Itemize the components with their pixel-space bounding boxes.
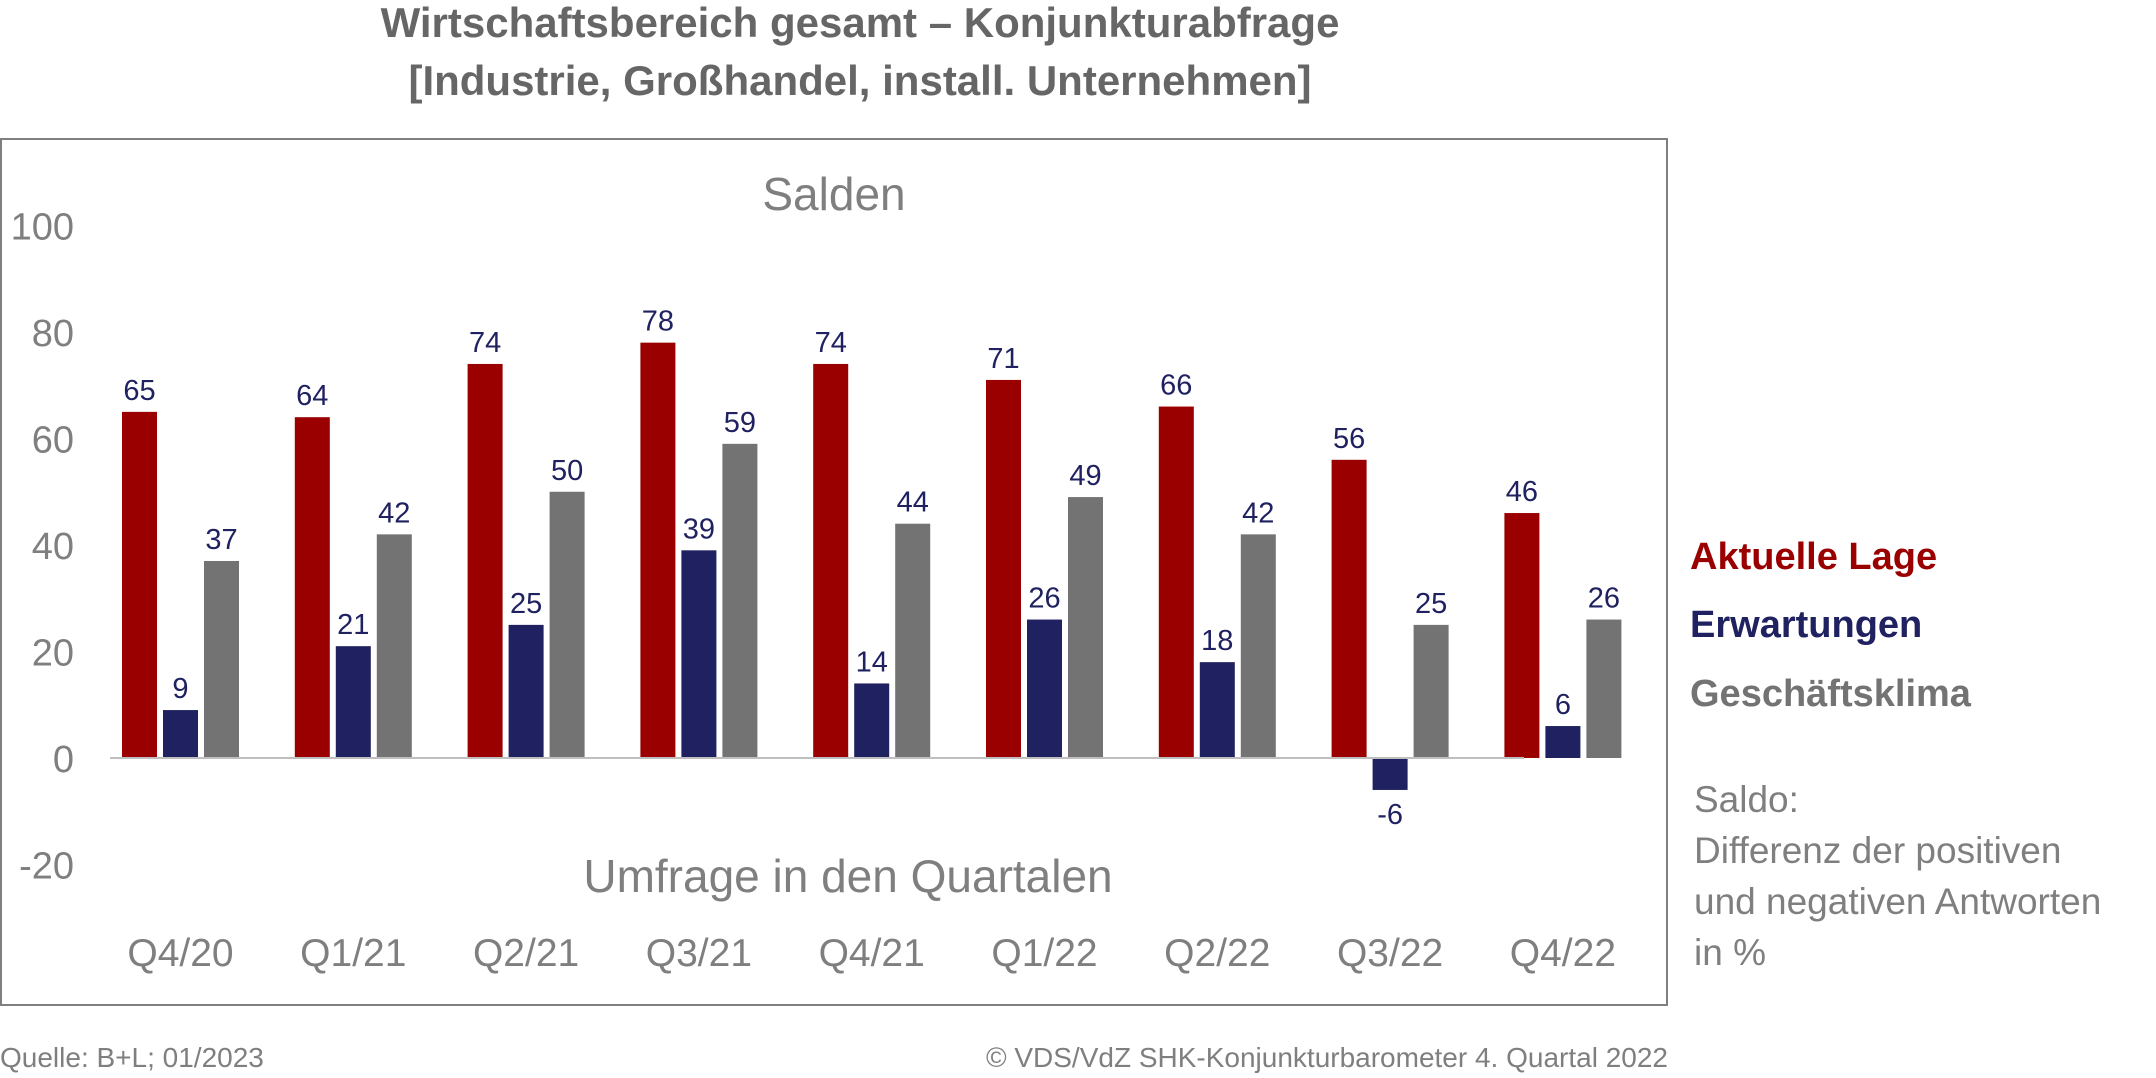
x-tick-label: Q4/20	[127, 932, 233, 975]
legend-aktuelle-lage: Aktuelle Lage	[1690, 536, 1938, 578]
saldo-note-line: Saldo:	[1694, 779, 1799, 820]
bar	[1240, 534, 1276, 758]
data-label: 50	[551, 455, 583, 487]
y-tick-label: 20	[32, 633, 74, 675]
data-label: 46	[1506, 476, 1538, 508]
data-label: 14	[856, 646, 888, 678]
x-tick-label: Q4/22	[1510, 932, 1616, 975]
data-label: 71	[987, 343, 1019, 375]
data-label: 9	[172, 673, 188, 705]
data-label: -6	[1377, 799, 1403, 831]
y-tick-label: -20	[19, 846, 74, 888]
y-tick-label: 0	[53, 739, 74, 781]
bar	[813, 363, 849, 758]
y-tick-label: 80	[32, 313, 74, 355]
bar	[1331, 459, 1367, 758]
source-note: Quelle: B+L; 01/2023	[0, 1042, 264, 1073]
x-tick-label: Q1/22	[991, 932, 1097, 975]
data-label: 64	[296, 380, 328, 412]
bar	[1158, 406, 1194, 758]
chart-frame: Salden 100 80 60 40 20 0 -20 65 9 37 Q4/20 64 21 42 Q1/…	[0, 138, 1668, 1006]
data-label: 37	[205, 524, 237, 556]
data-label: 26	[1028, 583, 1060, 615]
data-label: 42	[1242, 497, 1274, 529]
data-label: 44	[897, 487, 929, 519]
bar	[335, 646, 371, 758]
chart-title-line-1: Wirtschaftsbereich gesamt – Konjunkturab…	[380, 0, 1340, 46]
y-tick-label: 60	[32, 420, 74, 462]
data-label: 6	[1555, 689, 1571, 721]
data-label: 49	[1069, 460, 1101, 492]
x-tick-label: Q2/22	[1164, 932, 1270, 975]
bar	[1027, 619, 1062, 758]
bar	[681, 550, 717, 758]
data-label: 25	[1415, 588, 1447, 620]
bar	[1586, 619, 1622, 758]
data-label: 21	[337, 609, 369, 641]
x-axis-title: Umfrage in den Quartalen	[583, 850, 1112, 902]
x-tick-label: Q4/21	[819, 932, 925, 975]
legend-geschaeftsklima: Geschäftsklima	[1690, 673, 1971, 715]
saldo-note-line: in %	[1694, 932, 1766, 973]
data-label: 78	[642, 306, 674, 338]
x-tick-label: Q1/21	[300, 932, 406, 975]
data-label: 74	[815, 327, 847, 359]
bar	[163, 710, 198, 758]
bar	[640, 342, 676, 758]
saldo-note-line: Differenz der positiven	[1694, 830, 2062, 871]
data-label: 39	[683, 513, 715, 545]
x-tick-label: Q3/22	[1337, 932, 1443, 975]
bar	[1068, 497, 1103, 758]
y-tick-label: 100	[11, 207, 74, 249]
data-label: 42	[378, 497, 410, 529]
x-tick-label: Q2/21	[473, 932, 579, 975]
bar	[1545, 726, 1581, 758]
bar	[204, 560, 239, 758]
bar-chart: Salden100806040200-2065937Q4/20642142Q1/…	[11, 168, 1622, 975]
legend-erwartungen: Erwartungen	[1690, 604, 1923, 646]
chart-title-line-2: [Industrie, Großhandel, install. Unterne…	[408, 57, 1312, 104]
data-label: 26	[1588, 583, 1620, 615]
data-label: 74	[469, 327, 501, 359]
data-label: 18	[1201, 625, 1233, 657]
bar	[895, 523, 931, 758]
data-label: 56	[1333, 423, 1365, 455]
saldo-note-line: und negativen Antworten	[1694, 881, 2102, 922]
bar	[467, 363, 503, 758]
bar	[122, 411, 157, 758]
data-label: 65	[123, 375, 155, 407]
bar	[508, 624, 544, 758]
copyright-note: © VDS/VdZ SHK-Konjunkturbarometer 4. Qua…	[985, 1042, 1668, 1073]
y-tick-label: 40	[32, 526, 74, 568]
bar	[722, 443, 758, 758]
data-label: 66	[1160, 370, 1192, 402]
saldo-note: Saldo: Differenz der positiven und negat…	[1694, 774, 2101, 978]
bar	[549, 491, 585, 758]
bar	[294, 417, 330, 758]
bar	[1372, 758, 1408, 790]
bar	[854, 683, 890, 758]
bar	[1413, 624, 1449, 758]
bar	[376, 534, 412, 758]
data-label: 25	[510, 588, 542, 620]
bar	[986, 379, 1021, 758]
data-label: 59	[724, 407, 756, 439]
x-tick-label: Q3/21	[646, 932, 752, 975]
bar	[1199, 662, 1235, 758]
chart-subtitle: Salden	[762, 168, 905, 220]
bar	[1504, 513, 1540, 758]
